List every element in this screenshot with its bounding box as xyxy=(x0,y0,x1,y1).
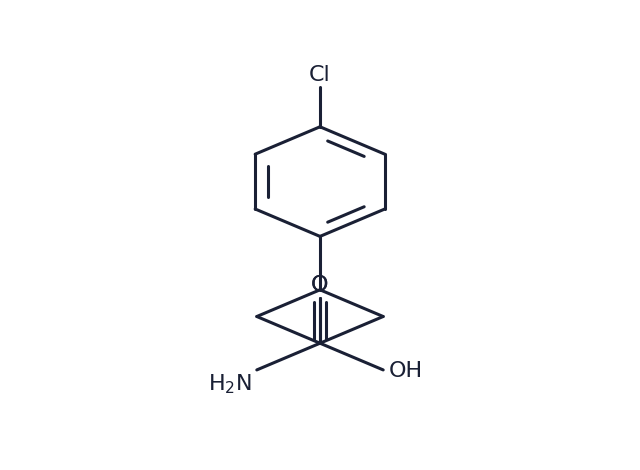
Text: Cl: Cl xyxy=(309,65,331,85)
Text: H$_2$N: H$_2$N xyxy=(208,372,252,396)
Text: O: O xyxy=(311,275,329,296)
Text: O: O xyxy=(311,275,329,296)
Text: OH: OH xyxy=(388,361,422,381)
